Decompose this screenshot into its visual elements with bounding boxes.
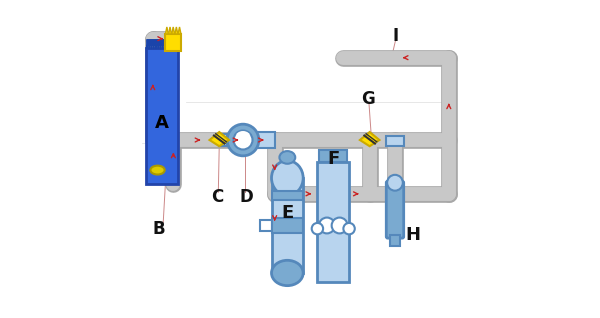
Polygon shape (175, 27, 178, 34)
Text: F: F (327, 150, 340, 168)
Ellipse shape (151, 166, 164, 175)
Text: C: C (212, 188, 224, 206)
Ellipse shape (272, 161, 303, 195)
Circle shape (319, 218, 335, 233)
Ellipse shape (272, 260, 303, 286)
FancyBboxPatch shape (272, 218, 303, 233)
Circle shape (343, 223, 355, 234)
Text: G: G (361, 90, 375, 108)
Text: H: H (405, 226, 420, 244)
Polygon shape (169, 27, 172, 34)
FancyBboxPatch shape (386, 181, 404, 238)
FancyBboxPatch shape (390, 235, 400, 246)
Polygon shape (172, 27, 175, 34)
Ellipse shape (280, 151, 295, 164)
FancyBboxPatch shape (219, 134, 227, 146)
FancyBboxPatch shape (386, 136, 404, 146)
Circle shape (312, 223, 323, 234)
Text: B: B (153, 220, 166, 238)
Ellipse shape (387, 175, 403, 191)
FancyBboxPatch shape (272, 191, 303, 200)
Polygon shape (178, 27, 181, 34)
Text: I: I (393, 26, 399, 45)
Polygon shape (209, 132, 229, 146)
Polygon shape (166, 27, 168, 34)
Polygon shape (360, 132, 379, 146)
FancyBboxPatch shape (260, 220, 272, 231)
FancyBboxPatch shape (319, 150, 347, 162)
FancyBboxPatch shape (272, 178, 303, 273)
FancyBboxPatch shape (317, 162, 349, 282)
FancyBboxPatch shape (146, 48, 178, 184)
Circle shape (227, 124, 259, 156)
Text: A: A (155, 114, 169, 132)
Text: D: D (239, 188, 253, 206)
Circle shape (332, 218, 347, 233)
Circle shape (233, 130, 253, 149)
Text: E: E (281, 204, 293, 222)
FancyBboxPatch shape (166, 34, 181, 51)
FancyBboxPatch shape (257, 132, 275, 148)
Polygon shape (146, 39, 178, 48)
